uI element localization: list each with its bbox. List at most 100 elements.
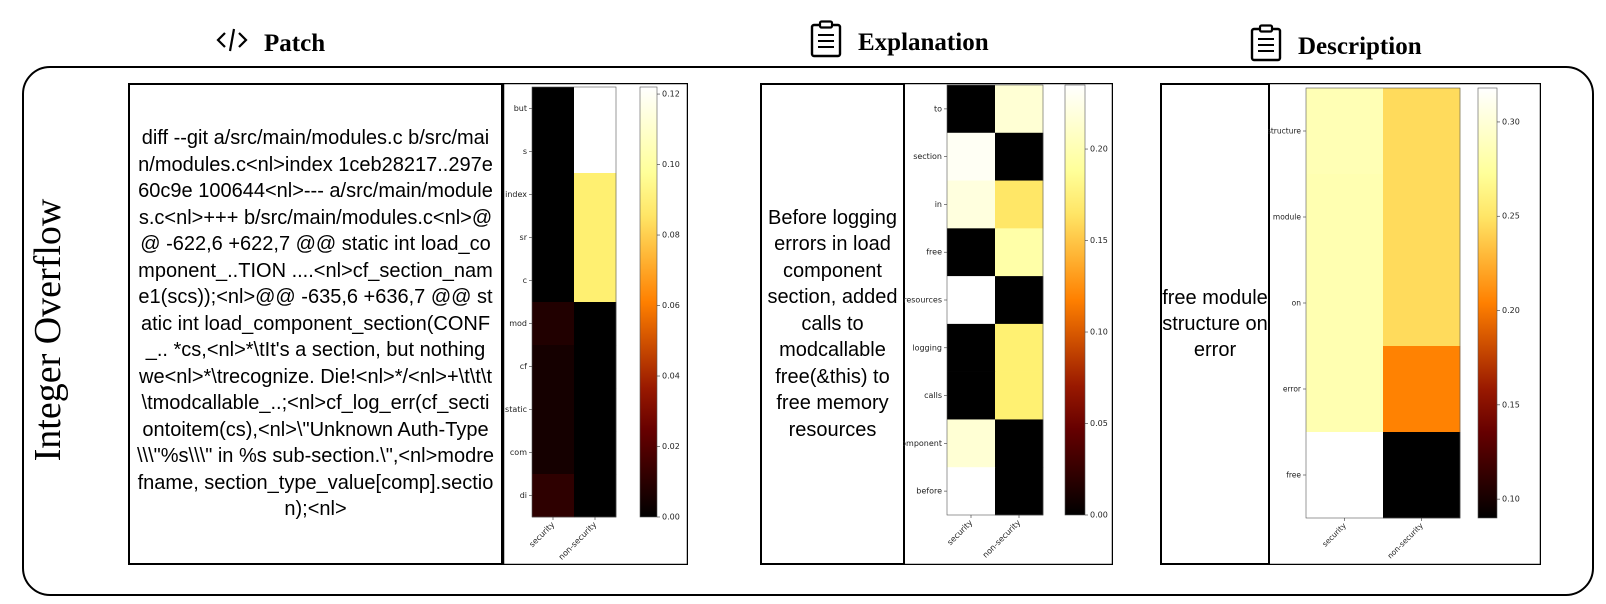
example-panel [22, 66, 1594, 596]
y-tick-label: structure [1268, 127, 1301, 136]
y-tick-label: s [523, 147, 527, 156]
colorbar-tick-label: 0.12 [662, 90, 680, 99]
explanation-header-label: Explanation [858, 28, 989, 56]
heatmap-frame [503, 83, 688, 565]
colorbar [1477, 87, 1498, 519]
heatmap-cell [532, 87, 575, 131]
explanation-heatmap: to section in free resources logging calls ompo… [903, 83, 1113, 565]
description-text: free module structure on error [1162, 287, 1268, 361]
patch-header-label: Patch [264, 29, 326, 57]
heatmap-cell [532, 130, 575, 174]
colorbar-tick-label: 0.10 [1090, 328, 1108, 337]
explanation-text: Before logging errors in load component … [767, 206, 898, 441]
heatmap-cell [574, 259, 617, 303]
heatmap-cell [532, 431, 575, 475]
heatmap-cell [947, 371, 996, 420]
heatmap-cell [947, 467, 996, 516]
heatmap-cell [574, 345, 617, 389]
x-tick-label: non-security [981, 518, 1023, 560]
heatmap-cell [1383, 88, 1461, 175]
y-tick-label: com [510, 448, 527, 457]
heatmap-cell [947, 85, 996, 134]
y-tick-label: index [505, 190, 527, 199]
clipboard-icon [1250, 24, 1282, 69]
patch-heatmap: but s index sr c mod cf static com di security non-… [503, 83, 688, 565]
y-tick-label: cf [520, 362, 527, 371]
heatmap-cell [1306, 260, 1384, 347]
heatmap-cell [1383, 260, 1461, 347]
y-tick-label: section [913, 152, 942, 161]
heatmap-cell [1383, 174, 1461, 261]
colorbar [1064, 84, 1086, 516]
y-tick-label: sr [520, 233, 528, 242]
heatmap-cell [995, 419, 1044, 468]
colorbar-tick-label: 0.04 [662, 372, 680, 381]
colorbar-tick-label: 0.05 [1090, 419, 1108, 428]
heatmap-cell [947, 323, 996, 372]
x-tick-label: security [945, 518, 974, 547]
y-tick-label: resources [903, 296, 942, 305]
y-tick-label: mod [509, 319, 527, 328]
heatmap-axes [1305, 87, 1461, 519]
heatmap-cell [532, 302, 575, 346]
heatmap-cell [1306, 346, 1384, 433]
explanation-header: Explanation [810, 20, 989, 65]
colorbar-tick-label: 0.10 [662, 160, 680, 169]
heatmap-cell [532, 345, 575, 389]
description-heatmap: structure module on error free security non-se… [1268, 83, 1541, 565]
description-header: Description [1250, 24, 1422, 69]
heatmap-cell [995, 228, 1044, 277]
heatmap-cell [532, 388, 575, 432]
heatmap-frame [903, 83, 1113, 565]
heatmap-frame [1268, 83, 1541, 565]
heatmap-cell [1306, 432, 1384, 519]
heatmap-cell [532, 259, 575, 303]
heatmap-cell [947, 419, 996, 468]
colorbar-tick-label: 0.30 [1502, 117, 1520, 126]
y-tick-label: in [935, 200, 942, 209]
heatmap-cell [532, 173, 575, 217]
description-text-box: free module structure on error [1160, 83, 1270, 565]
heatmap-cell [995, 276, 1044, 325]
explanation-text-box: Before logging errors in load component … [760, 83, 905, 565]
colorbar-tick-label: 0.06 [662, 301, 680, 310]
colorbar-tick-label: 0.25 [1502, 212, 1520, 221]
heatmap-cell [574, 388, 617, 432]
y-tick-label: c [523, 276, 527, 285]
patch-text: diff --git a/src/main/modules.c b/src/ma… [136, 127, 494, 521]
y-tick-label: before [916, 487, 942, 496]
heatmap-axes [531, 86, 617, 518]
heatmap-cell [532, 474, 575, 518]
patch-header: Patch [216, 26, 325, 61]
colorbar-tick-label: 0.15 [1090, 236, 1108, 245]
heatmap-cell [1383, 346, 1461, 433]
colorbar-tick-label: 0.20 [1090, 145, 1108, 154]
y-tick-label: on [1292, 299, 1302, 308]
y-tick-label: free [1286, 471, 1301, 480]
heatmap-cell [947, 180, 996, 229]
x-tick-label: non-security [557, 520, 599, 562]
heatmap-cell [574, 216, 617, 260]
y-tick-label: but [514, 104, 527, 113]
y-tick-label: calls [924, 391, 942, 400]
heatmap-cell [995, 323, 1044, 372]
heatmap-cell [995, 371, 1044, 420]
y-tick-label: error [1283, 385, 1302, 394]
heatmap-cell [574, 302, 617, 346]
y-tick-label: free [926, 248, 942, 257]
x-tick-label: security [527, 520, 556, 549]
y-tick-label: static [505, 405, 527, 414]
heatmap-cell [947, 228, 996, 277]
colorbar-tick-label: 0.08 [662, 231, 680, 240]
heatmap-cell [995, 85, 1044, 134]
heatmap-cell [1306, 88, 1384, 175]
heatmap-cell [532, 216, 575, 260]
colorbar-tick-label: 0.00 [662, 513, 680, 522]
heatmap-cell [995, 467, 1044, 516]
y-tick-label: module [1273, 213, 1301, 222]
y-tick-label: to [934, 104, 942, 113]
heatmap-cell [1306, 174, 1384, 261]
patch-text-box: diff --git a/src/main/modules.c b/src/ma… [128, 83, 503, 565]
code-icon [216, 26, 248, 61]
description-header-label: Description [1298, 32, 1422, 60]
